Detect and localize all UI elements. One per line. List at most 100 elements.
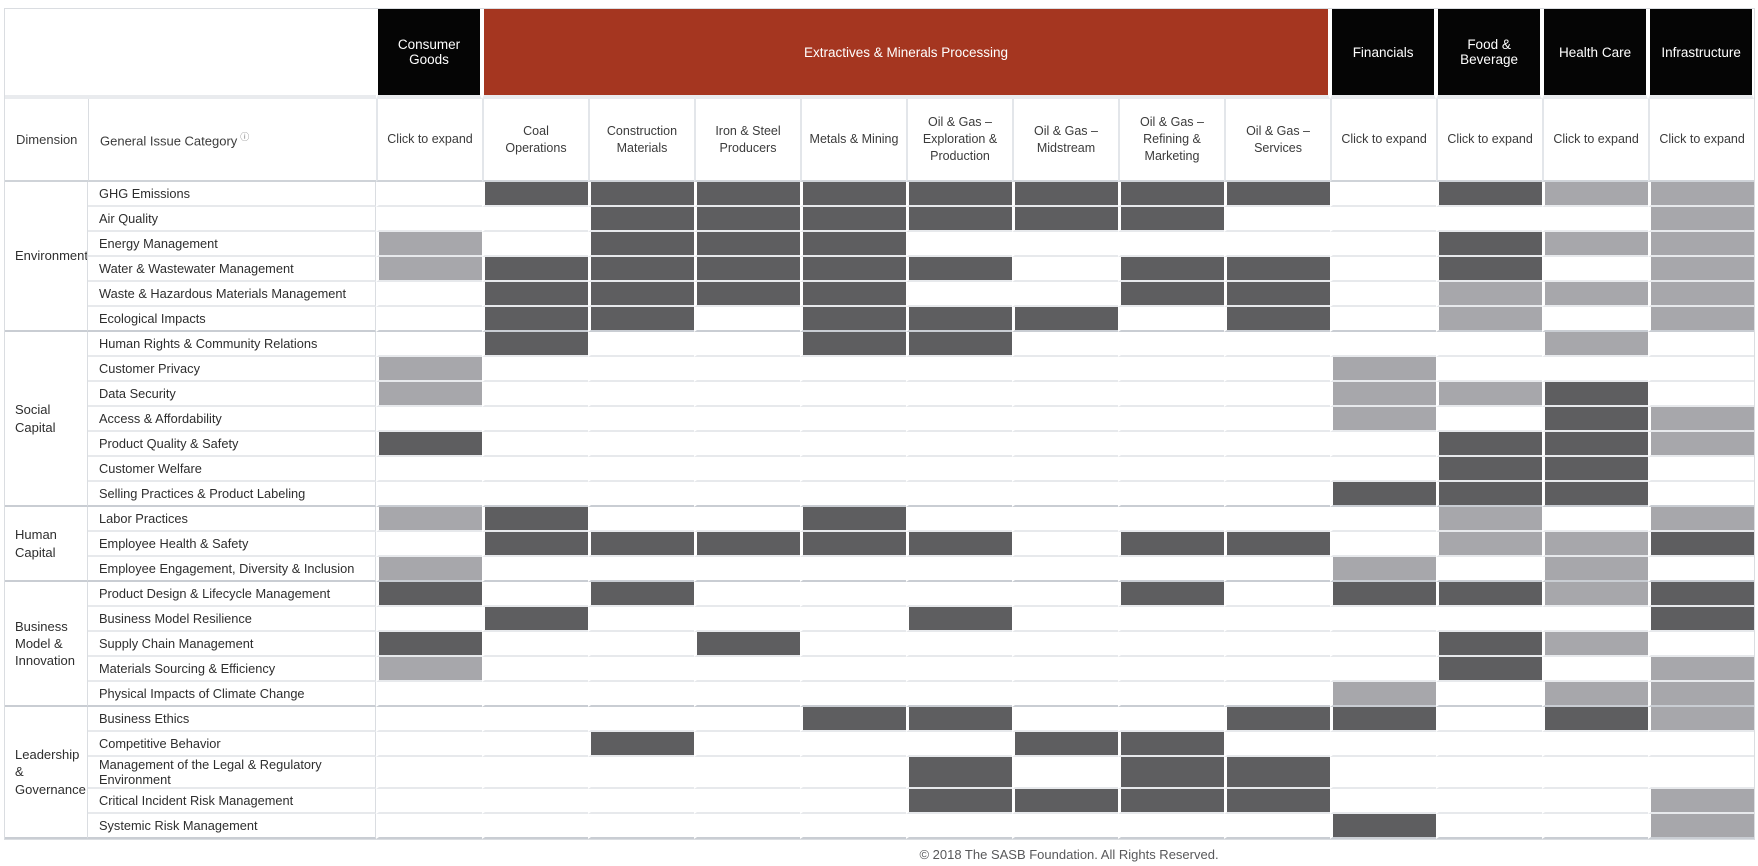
materiality-cell-product-design-lifecycle-management-col9[interactable]	[1224, 582, 1331, 607]
materiality-cell-materials-sourcing-efficiency-col10[interactable]	[1330, 657, 1437, 682]
materiality-cell-competitive-behavior-col10[interactable]	[1330, 732, 1437, 757]
materiality-cell-customer-welfare-col4[interactable]	[694, 457, 800, 482]
materiality-cell-ecological-impacts-col4[interactable]	[694, 307, 800, 332]
materiality-cell-business-ethics-col10[interactable]	[1330, 707, 1437, 732]
materiality-cell-customer-privacy-col2[interactable]	[482, 357, 588, 382]
materiality-cell-access-affordability-col6[interactable]	[906, 407, 1012, 432]
materiality-cell-critical-incident-risk-management-col1[interactable]	[376, 789, 482, 814]
materiality-cell-air-quality-col2[interactable]	[482, 207, 588, 232]
materiality-cell-air-quality-col9[interactable]	[1224, 207, 1331, 232]
materiality-cell-product-quality-safety-col2[interactable]	[482, 432, 588, 457]
materiality-cell-critical-incident-risk-management-col12[interactable]	[1542, 789, 1649, 814]
materiality-cell-critical-incident-risk-management-col5[interactable]	[800, 789, 906, 814]
industry-column-header-oil-gas-exploration-production[interactable]: Oil & Gas – Exploration & Production	[906, 99, 1012, 182]
expand-column-header-10[interactable]: Click to expand	[1436, 99, 1543, 182]
materiality-cell-water-wastewater-management-col10[interactable]	[1330, 257, 1437, 282]
materiality-cell-customer-privacy-col11[interactable]	[1436, 357, 1543, 382]
materiality-cell-air-quality-col3[interactable]	[588, 207, 694, 232]
materiality-cell-energy-management-col8[interactable]	[1118, 232, 1224, 257]
materiality-cell-competitive-behavior-col4[interactable]	[694, 732, 800, 757]
materiality-cell-customer-welfare-col5[interactable]	[800, 457, 906, 482]
materiality-cell-product-design-lifecycle-management-col1[interactable]	[376, 582, 482, 607]
materiality-cell-water-wastewater-management-col5[interactable]	[800, 257, 906, 282]
materiality-cell-ghg-emissions-col11[interactable]	[1436, 182, 1543, 207]
materiality-cell-air-quality-col8[interactable]	[1118, 207, 1224, 232]
materiality-cell-critical-incident-risk-management-col11[interactable]	[1436, 789, 1543, 814]
materiality-cell-energy-management-col5[interactable]	[800, 232, 906, 257]
materiality-cell-ghg-emissions-col8[interactable]	[1118, 182, 1224, 207]
materiality-cell-employee-health-safety-col4[interactable]	[694, 532, 800, 557]
materiality-cell-product-design-lifecycle-management-col3[interactable]	[588, 582, 694, 607]
materiality-cell-customer-privacy-col13[interactable]	[1648, 357, 1755, 382]
materiality-cell-water-wastewater-management-col12[interactable]	[1542, 257, 1649, 282]
materiality-cell-labor-practices-col4[interactable]	[694, 507, 800, 532]
materiality-cell-energy-management-col11[interactable]	[1436, 232, 1543, 257]
materiality-cell-selling-practices-product-labeling-col3[interactable]	[588, 482, 694, 507]
materiality-cell-access-affordability-col4[interactable]	[694, 407, 800, 432]
materiality-cell-business-ethics-col6[interactable]	[906, 707, 1012, 732]
materiality-cell-labor-practices-col2[interactable]	[482, 507, 588, 532]
materiality-cell-critical-incident-risk-management-col8[interactable]	[1118, 789, 1224, 814]
materiality-cell-materials-sourcing-efficiency-col11[interactable]	[1436, 657, 1543, 682]
materiality-cell-air-quality-col7[interactable]	[1012, 207, 1118, 232]
materiality-cell-energy-management-col12[interactable]	[1542, 232, 1649, 257]
materiality-cell-employee-engagement-diversity-inclusion-col11[interactable]	[1436, 557, 1543, 582]
industry-column-header-oil-gas-refining-marketing[interactable]: Oil & Gas – Refining & Marketing	[1118, 99, 1224, 182]
materiality-cell-business-model-resilience-col1[interactable]	[376, 607, 482, 632]
materiality-cell-management-of-the-legal-regulatory-environment-col5[interactable]	[800, 757, 906, 789]
materiality-cell-data-security-col5[interactable]	[800, 382, 906, 407]
expand-column-header-0[interactable]: Click to expand	[376, 99, 482, 182]
materiality-cell-business-model-resilience-col9[interactable]	[1224, 607, 1331, 632]
materiality-cell-management-of-the-legal-regulatory-environment-col4[interactable]	[694, 757, 800, 789]
materiality-cell-access-affordability-col13[interactable]	[1648, 407, 1755, 432]
materiality-cell-customer-welfare-col1[interactable]	[376, 457, 482, 482]
materiality-cell-business-model-resilience-col13[interactable]	[1648, 607, 1755, 632]
materiality-cell-customer-privacy-col3[interactable]	[588, 357, 694, 382]
materiality-cell-materials-sourcing-efficiency-col5[interactable]	[800, 657, 906, 682]
materiality-cell-waste-hazardous-materials-management-col7[interactable]	[1012, 282, 1118, 307]
materiality-cell-business-ethics-col4[interactable]	[694, 707, 800, 732]
materiality-cell-critical-incident-risk-management-col7[interactable]	[1012, 789, 1118, 814]
materiality-cell-customer-privacy-col5[interactable]	[800, 357, 906, 382]
materiality-cell-water-wastewater-management-col1[interactable]	[376, 257, 482, 282]
materiality-cell-product-design-lifecycle-management-col2[interactable]	[482, 582, 588, 607]
materiality-cell-ghg-emissions-col12[interactable]	[1542, 182, 1649, 207]
materiality-cell-labor-practices-col7[interactable]	[1012, 507, 1118, 532]
materiality-cell-materials-sourcing-efficiency-col6[interactable]	[906, 657, 1012, 682]
materiality-cell-human-rights-community-relations-col7[interactable]	[1012, 332, 1118, 357]
materiality-cell-systemic-risk-management-col8[interactable]	[1118, 814, 1224, 839]
materiality-cell-business-model-resilience-col4[interactable]	[694, 607, 800, 632]
materiality-cell-business-model-resilience-col5[interactable]	[800, 607, 906, 632]
materiality-cell-employee-engagement-diversity-inclusion-col6[interactable]	[906, 557, 1012, 582]
materiality-cell-customer-welfare-col10[interactable]	[1330, 457, 1437, 482]
materiality-cell-labor-practices-col11[interactable]	[1436, 507, 1543, 532]
materiality-cell-systemic-risk-management-col1[interactable]	[376, 814, 482, 839]
materiality-cell-management-of-the-legal-regulatory-environment-col2[interactable]	[482, 757, 588, 789]
materiality-cell-critical-incident-risk-management-col10[interactable]	[1330, 789, 1437, 814]
materiality-cell-customer-welfare-col3[interactable]	[588, 457, 694, 482]
materiality-cell-product-design-lifecycle-management-col8[interactable]	[1118, 582, 1224, 607]
materiality-cell-waste-hazardous-materials-management-col11[interactable]	[1436, 282, 1543, 307]
materiality-cell-systemic-risk-management-col4[interactable]	[694, 814, 800, 839]
materiality-cell-physical-impacts-of-climate-change-col11[interactable]	[1436, 682, 1543, 707]
materiality-cell-selling-practices-product-labeling-col1[interactable]	[376, 482, 482, 507]
materiality-cell-labor-practices-col6[interactable]	[906, 507, 1012, 532]
materiality-cell-systemic-risk-management-col10[interactable]	[1330, 814, 1437, 839]
materiality-cell-business-ethics-col7[interactable]	[1012, 707, 1118, 732]
materiality-cell-access-affordability-col11[interactable]	[1436, 407, 1543, 432]
materiality-cell-product-quality-safety-col11[interactable]	[1436, 432, 1543, 457]
materiality-cell-waste-hazardous-materials-management-col12[interactable]	[1542, 282, 1649, 307]
materiality-cell-ecological-impacts-col9[interactable]	[1224, 307, 1331, 332]
materiality-cell-selling-practices-product-labeling-col8[interactable]	[1118, 482, 1224, 507]
materiality-cell-ecological-impacts-col1[interactable]	[376, 307, 482, 332]
materiality-cell-waste-hazardous-materials-management-col6[interactable]	[906, 282, 1012, 307]
materiality-cell-air-quality-col1[interactable]	[376, 207, 482, 232]
materiality-cell-water-wastewater-management-col6[interactable]	[906, 257, 1012, 282]
materiality-cell-product-quality-safety-col6[interactable]	[906, 432, 1012, 457]
materiality-cell-human-rights-community-relations-col4[interactable]	[694, 332, 800, 357]
materiality-cell-employee-health-safety-col7[interactable]	[1012, 532, 1118, 557]
materiality-cell-labor-practices-col12[interactable]	[1542, 507, 1649, 532]
sector-header-infrastructure[interactable]: Infrastructure	[1648, 9, 1755, 99]
materiality-cell-product-quality-safety-col1[interactable]	[376, 432, 482, 457]
materiality-cell-selling-practices-product-labeling-col13[interactable]	[1648, 482, 1755, 507]
